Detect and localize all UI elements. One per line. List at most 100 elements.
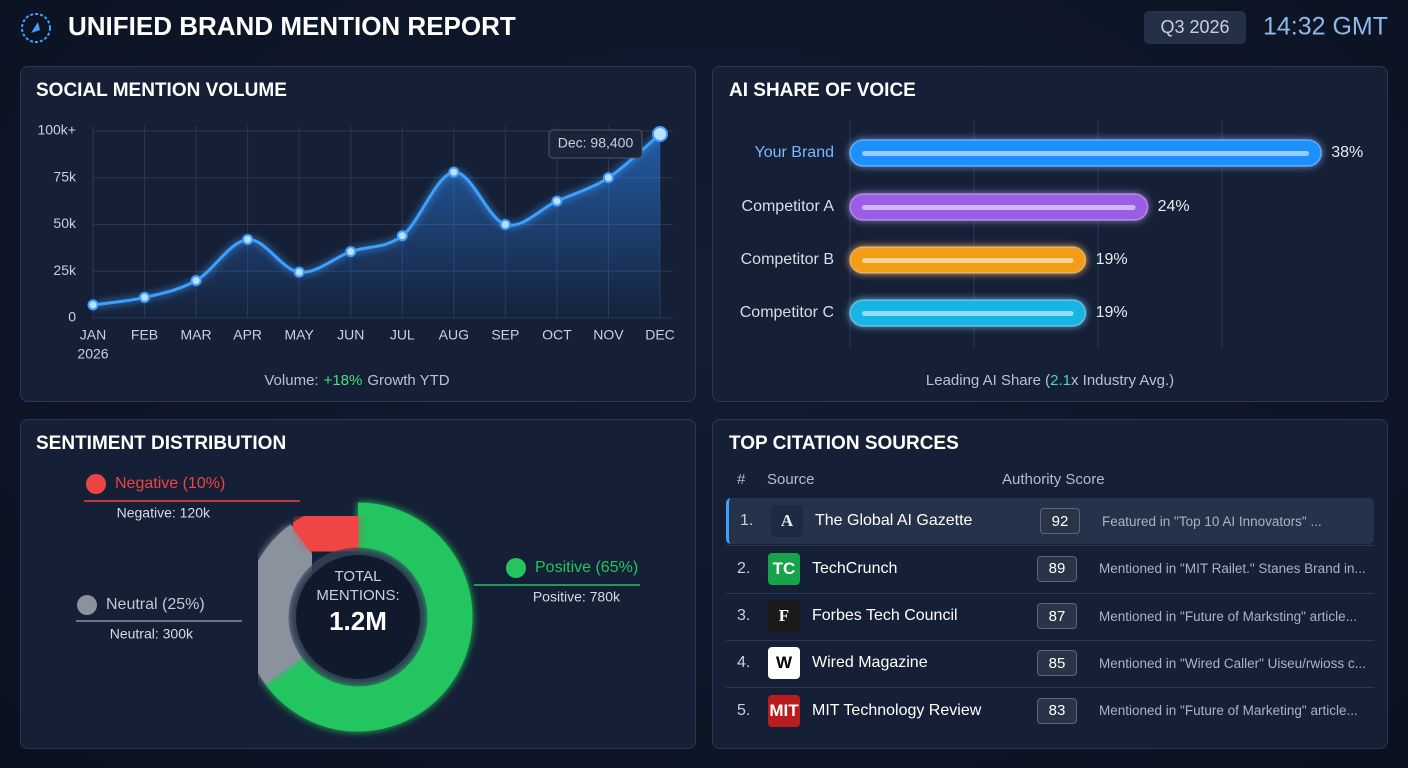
mention-note: Featured in "Top 10 AI Innovators" ... [1102,513,1322,529]
bar-shine [862,151,1310,156]
footer-text: Leading AI Share ( [925,372,1051,389]
panel-title: SOCIAL MENTION VOLUME [36,80,287,101]
panel-title: TOP CITATION SOURCES [729,433,959,454]
panel [712,66,1388,402]
footer: Leading AI Share (2.1 x Industry Avg.) [926,372,1174,389]
value-label: 19% [1096,251,1128,268]
rank: 5. [737,701,751,719]
area [93,133,660,318]
slice-label: Negative (10%) [115,475,225,492]
panel [712,419,1388,749]
footer-text: x Industry Avg.) [1071,372,1175,389]
x-tick-label: AUG [439,327,469,343]
authority-score: 89 [1037,555,1077,582]
category-label: Competitor C [740,304,834,321]
authority-score: 83 [1037,697,1077,724]
column-header: Authority Score [1002,471,1105,488]
y-tick-label: 0 [68,309,76,325]
point [551,195,563,207]
x-tick-label: JUN [337,327,364,343]
period-badge: Q3 2026 [1144,11,1246,44]
face-icon [506,558,526,578]
authority-score: 87 [1037,603,1077,630]
point [293,266,305,278]
panel-title: SENTIMENT DISTRIBUTION [36,433,286,454]
rank: 3. [737,607,751,625]
mention-note: Mentioned in "Future of Marketing" artic… [1099,703,1358,719]
category-label: Your Brand [755,144,834,161]
column-header: # [737,471,746,488]
x-tick-label: SEP [491,327,519,343]
footer-text: Growth YTD [367,372,450,389]
point [139,291,151,303]
source-name: TechCrunch [812,559,898,577]
source-name: Wired Magazine [812,654,928,672]
rank: 4. [737,654,751,672]
x-tick-label: MAY [285,327,315,343]
face-icon [86,474,106,494]
footer-text: Volume: [264,372,319,389]
bar-shine [862,258,1074,263]
source-logo: W [768,647,800,680]
x-tick-label: FEB [131,327,158,343]
authority-score: 85 [1037,650,1077,677]
x-tick-label: MAR [181,327,212,343]
x-tick-label: JAN [80,327,106,343]
x-year-label: 2026 [77,346,108,362]
point [190,275,202,287]
bar-shine [862,205,1136,210]
mention-note: Mentioned in "Future of Marksting" artic… [1099,608,1357,624]
category-label: Competitor B [741,251,834,268]
rank: 1. [740,512,754,529]
slice [290,502,359,562]
table-row: 4. W Wired Magazine 85 Mentioned in "Wired C… [726,639,1374,686]
source-logo: TC [768,552,800,585]
logo-icon [21,13,51,43]
bar-shine [862,311,1074,316]
center-label: TOTAL MENTIONS: [316,568,400,604]
point [345,246,357,258]
x-tick-label: DEC [645,327,675,343]
table-row: 5. MIT MIT Technology Review 83 Mentioned in… [726,687,1374,733]
point [396,230,408,242]
x-tick-label: NOV [593,327,624,343]
source-logo: MIT [768,694,800,727]
point [602,172,614,184]
point [242,233,254,245]
source-logo: A [771,505,803,537]
category-label: Competitor A [742,198,835,215]
point [87,299,99,311]
inner-ring [288,547,428,687]
title: UNIFIED BRAND MENTION REPORT [68,11,516,41]
value-label: 38% [1331,144,1363,161]
slice [243,524,318,685]
authority-score: 92 [1040,508,1080,534]
count-label: Negative: 120k [117,505,211,521]
x-tick-label: JUL [390,327,415,343]
x-tick-label: APR [233,327,262,343]
table-row: 1. A The Global AI Gazette 92 Featured in "T… [726,498,1374,544]
face-icon [77,595,97,615]
footer-text: +18% [323,372,363,389]
slice-label: Neutral (25%) [106,596,205,613]
mention-note: Mentioned in "Wired Caller" Uiseu/rwioss… [1099,655,1366,671]
y-tick-label: 75k [53,168,77,184]
table-row: 3. F Forbes Tech Council 87 Mentioned in "Fu… [726,592,1374,639]
count-label: Neutral: 300k [110,626,194,642]
mention-note: Mentioned in "MIT Railet." Stanes Brand … [1099,561,1366,577]
slice [265,502,473,732]
source-name: The Global AI Gazette [815,512,973,529]
slice-label: Positive (65%) [535,559,638,576]
count-label: Positive: 780k [533,589,621,605]
tooltip-text: Dec: 98,400 [558,135,634,151]
source-name: Forbes Tech Council [812,607,958,625]
point [499,219,511,230]
tooltip [548,129,643,159]
footer: Volume: +18% Growth YTD [264,372,449,389]
y-tick-label: 25k [53,262,77,278]
point [448,166,460,178]
value-label: 19% [1096,304,1128,321]
logo-icon [31,22,40,33]
